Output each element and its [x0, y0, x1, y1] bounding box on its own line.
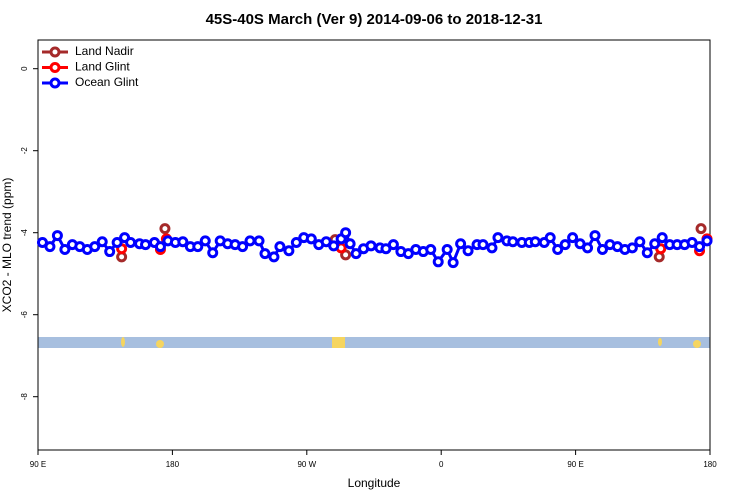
y-tick-label: -8 [20, 393, 29, 401]
legend-label: Ocean Glint [75, 75, 139, 89]
data-point [340, 227, 352, 239]
x-tick-label: 0 [439, 460, 444, 469]
data-point [244, 235, 256, 247]
data-point [552, 244, 564, 256]
data-point [626, 242, 638, 254]
data-point [596, 244, 608, 256]
data-point [544, 232, 556, 244]
data-point [365, 240, 377, 252]
legend-label: Land Nadir [75, 44, 134, 58]
data-point [695, 223, 707, 235]
data-point [653, 251, 665, 263]
data-point [111, 237, 123, 249]
legend-label: Land Glint [75, 60, 130, 74]
chart-title: 45S-40S March (Ver 9) 2014-09-06 to 2018… [206, 11, 543, 28]
data-point [701, 235, 713, 247]
data-point [159, 223, 171, 235]
x-tick-label: 90 W [297, 460, 316, 469]
data-point [694, 241, 706, 253]
data-point [462, 245, 474, 257]
data-point [507, 236, 519, 248]
data-point [486, 242, 498, 254]
data-point [447, 257, 459, 269]
data-point [199, 235, 211, 247]
data-point [283, 245, 295, 257]
data-point [455, 238, 467, 250]
data-point [259, 248, 271, 260]
data-point [253, 235, 265, 247]
data-point [59, 244, 71, 256]
data-point [634, 236, 646, 248]
legend-marker [49, 77, 61, 89]
y-tick-label: -4 [20, 229, 29, 237]
data-point [582, 242, 594, 254]
data-point [305, 233, 317, 245]
data-point [387, 239, 399, 251]
data-point [432, 256, 444, 268]
data-point [344, 238, 356, 250]
land-patch [693, 340, 701, 348]
data-point [425, 244, 437, 256]
surface-band [38, 337, 710, 348]
data-point [104, 246, 116, 258]
data-point [649, 238, 661, 250]
x-tick-label: 90 E [30, 460, 46, 469]
data-point [559, 239, 571, 251]
data-point [274, 241, 286, 253]
data-point [328, 240, 340, 252]
data-point [237, 241, 249, 253]
legend-marker [49, 62, 61, 73]
data-point [567, 232, 579, 244]
land-patch [332, 337, 345, 348]
land-patch [658, 338, 662, 346]
data-point [125, 237, 137, 249]
data-point [589, 230, 601, 242]
data-point [44, 241, 56, 253]
data-point [89, 241, 101, 253]
data-point [641, 247, 653, 259]
land-patch [156, 340, 164, 348]
data-point [268, 251, 280, 263]
data-point [290, 237, 302, 249]
data-point [492, 232, 504, 244]
x-tick-label: 90 E [567, 460, 583, 469]
data-point [96, 236, 108, 248]
data-point [477, 239, 489, 251]
legend-marker [49, 46, 61, 58]
y-axis-label: XCO2 - MLO trend (ppm) [0, 178, 14, 313]
data-point [441, 244, 453, 256]
data-point [529, 236, 541, 248]
data-point [192, 241, 204, 253]
y-tick-label: -2 [20, 147, 29, 155]
y-tick-label: 0 [20, 66, 29, 71]
data-point [154, 241, 166, 253]
data-point [656, 232, 668, 244]
data-point [177, 236, 189, 248]
data-point [140, 239, 152, 251]
y-tick-label: -6 [20, 311, 29, 319]
ocean-band [38, 337, 710, 348]
data-point [207, 247, 219, 259]
land-patch [121, 337, 125, 347]
x-tick-label: 180 [166, 460, 180, 469]
x-axis-label: Longitude [348, 476, 401, 490]
data-point [51, 230, 63, 242]
data-point [350, 248, 362, 260]
x-tick-label: 180 [703, 460, 717, 469]
